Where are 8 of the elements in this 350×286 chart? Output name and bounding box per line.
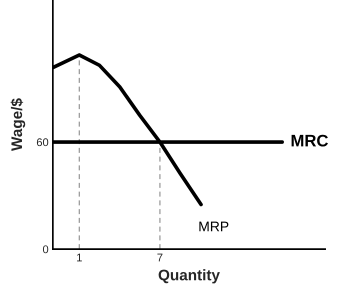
series-label: MRC xyxy=(292,134,328,147)
series-label: MRP xyxy=(199,222,228,232)
x-tick-label: 7 xyxy=(157,254,162,262)
y-tick-label: 0 xyxy=(42,245,48,254)
x-tick-label: 1 xyxy=(77,254,82,262)
y-axis-title: Wage/$ xyxy=(10,98,26,151)
y-tick-label: 60 xyxy=(36,138,48,146)
x-axis-title: Quantity xyxy=(158,269,220,284)
